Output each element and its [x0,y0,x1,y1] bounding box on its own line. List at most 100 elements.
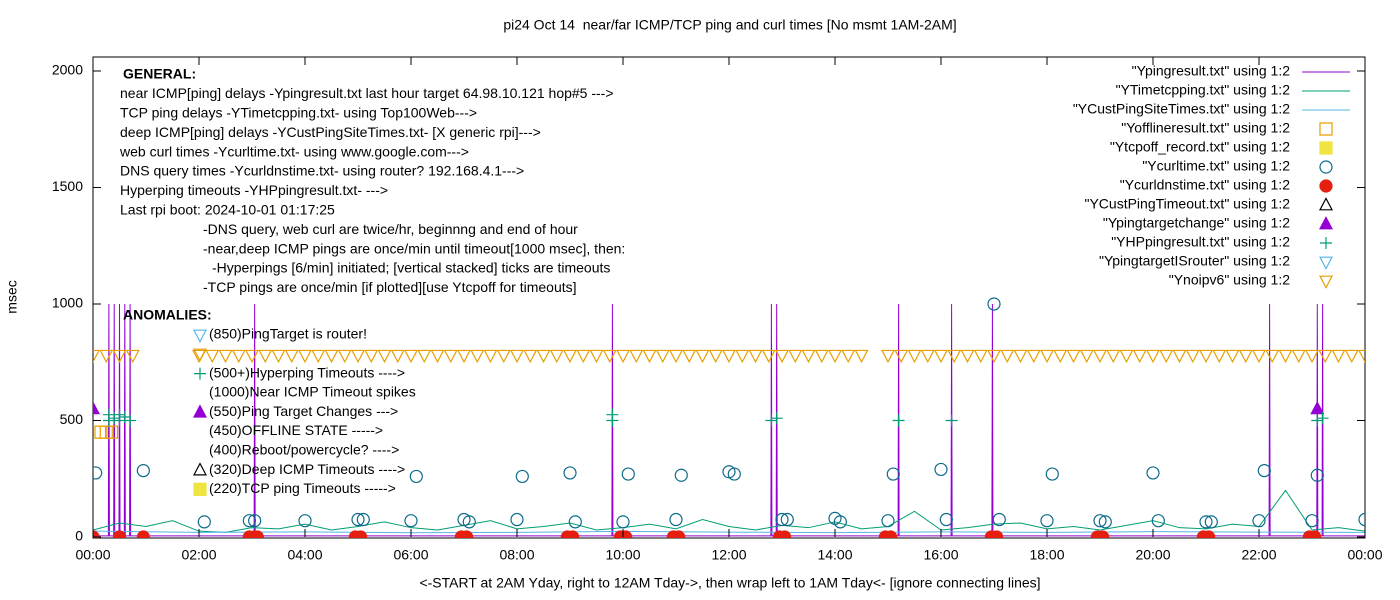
data-point [536,349,551,364]
legend-label: "YTimetcpping.txt" using 1:2 [1116,82,1291,98]
data-point [828,349,842,364]
data-point [947,349,962,364]
data-point [788,349,803,364]
annotation: web curl times -Ycurltime.txt- using www… [119,143,469,159]
data-point [1093,514,1107,528]
data-point [1358,512,1365,527]
data-point [1146,349,1160,364]
data-point [1344,349,1359,364]
annotation: (400)Reboot/powercycle? ----> [209,442,399,458]
data-point [1066,349,1081,364]
data-point [354,530,368,538]
data-point [672,530,686,538]
data-point [987,349,1001,364]
data-point [563,349,577,364]
annotation: -near,deep ICMP pings are once/min until… [203,240,625,256]
data-point [934,462,948,477]
data-point [841,349,856,364]
annotation: near ICMP[ping] delays -Ypingresult.txt … [120,85,614,101]
data-point [136,463,150,478]
data-point [104,425,119,439]
data-point [881,514,895,528]
data-point [629,349,644,364]
data-point [1291,349,1306,364]
data-point [337,349,352,364]
data-point [1185,349,1200,364]
data-point [881,349,895,364]
data-point [1202,530,1216,538]
data-point [775,349,789,364]
x-tick-label: 12:00 [711,547,746,563]
data-point [778,530,792,538]
data-point [250,530,264,538]
data-point [1159,349,1174,364]
data-point [722,465,736,479]
x-tick-label: 22:00 [1241,547,1276,563]
data-point [1305,514,1319,528]
data-point [960,349,975,364]
data-point [616,349,630,364]
x-tick-label: 00:00 [1347,547,1382,563]
data-point [1000,349,1015,364]
data-point [886,467,900,481]
legend-label: "Ycurltime.txt" using 1:2 [1142,158,1290,174]
data-point [606,408,619,421]
annotation: DNS query times -Ycurldnstime.txt- using… [120,163,524,179]
data-point [1252,349,1266,364]
data-point [621,467,635,481]
data-point [708,349,723,364]
x-tick-label: 10:00 [605,547,640,563]
data-point [748,349,763,364]
data-point [1151,514,1165,528]
legend-label: "Ytcpoff_record.txt" using 1:2 [1110,139,1290,155]
data-point [894,349,909,364]
data-point [351,512,365,527]
data-point [775,512,789,527]
data-point [417,349,432,364]
data-point [566,530,580,538]
data-point [669,512,683,527]
data-point [833,515,847,529]
y-tick-label: 1500 [52,178,83,194]
data-point [298,349,312,364]
data-point [1318,349,1333,364]
data-point [1146,466,1160,480]
data-point [364,349,379,364]
annotation: (550)Ping Target Changes ---> [209,403,398,419]
data-point [483,349,498,364]
legend-swatch [1319,179,1333,193]
data-point [93,466,103,480]
x-axis-label: <-START at 2AM Yday, right to 12AM Tday-… [419,575,1040,591]
data-point [987,297,1001,311]
x-tick-label: 14:00 [817,547,852,563]
data-point [568,515,582,529]
legend-label: "YCustPingSiteTimes.txt" using 1:2 [1073,101,1290,117]
data-point [113,408,126,421]
data-point [356,512,370,527]
data-point [125,349,140,364]
data-point [112,530,127,538]
annotation: (1000)Near ICMP Timeout spikes [209,384,416,400]
annotation: (500+)Hyperping Timeouts ----> [209,364,405,380]
data-point [470,349,485,364]
data-point [231,349,246,364]
y-tick-label: 0 [75,528,83,544]
x-tick-label: 02:00 [181,547,216,563]
data-point [93,349,100,364]
data-point [443,349,458,364]
data-point [1238,349,1253,364]
data-point [1252,514,1266,528]
data-point [616,515,630,529]
data-point [245,349,259,364]
data-point [99,349,114,364]
data-point [1331,349,1346,364]
data-point [854,349,869,364]
data-point [780,512,794,527]
data-point [430,349,445,364]
data-point [1079,349,1094,364]
data-point [1132,349,1147,364]
data-point [1040,349,1054,364]
data-point [510,349,524,364]
data-point [1316,412,1329,425]
data-point [1040,514,1054,528]
